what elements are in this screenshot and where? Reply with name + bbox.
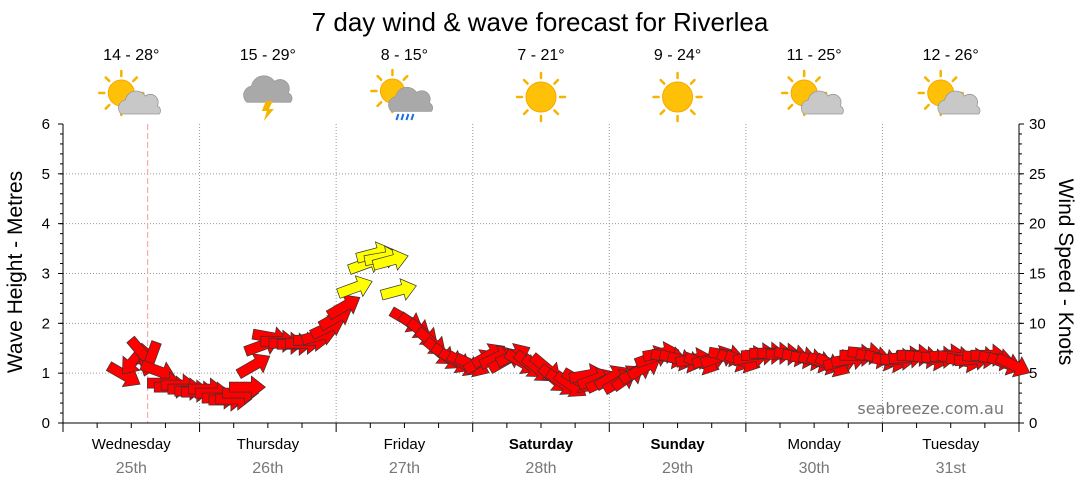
- y-left-tick-label: 1: [42, 365, 50, 382]
- day-name-label: Thursday: [237, 436, 300, 453]
- day-name-label: Saturday: [509, 436, 574, 453]
- rain-drop: [400, 113, 405, 121]
- watermark: seabreeze.com.au: [857, 399, 1004, 418]
- cloud-shape: [118, 90, 161, 115]
- y-right-tick-label: 10: [1029, 315, 1046, 332]
- sun-ray: [659, 78, 666, 85]
- axes: 0 1 2 3 4 5 6 0 5 10 15 20 25 30: [42, 116, 1046, 432]
- sun-disc: [662, 81, 694, 113]
- rain-drop: [410, 113, 415, 121]
- wind-arrows: [105, 241, 1031, 412]
- cloud-shape: [388, 86, 434, 112]
- temperature-labels: 14 - 28° 15 - 29° 8 - 15° 7 - 21° 9 - 24° 11 …: [103, 47, 979, 64]
- sun-ray: [522, 109, 529, 116]
- y-left-tick-label: 5: [42, 166, 50, 183]
- day-date-label: 31st: [936, 460, 967, 477]
- day-name-label: Sunday: [650, 436, 705, 453]
- weather-icons: [98, 68, 981, 123]
- wind-arrow: [235, 353, 271, 380]
- y-right-tick-label: 0: [1029, 415, 1037, 432]
- day-temperature-label: 11 - 25°: [787, 47, 842, 64]
- day-temperature-label: 12 - 26°: [923, 47, 979, 64]
- day-date-label: 30th: [799, 460, 830, 477]
- wind-arrow-shape: [229, 375, 266, 399]
- day-name-label: Tuesday: [922, 436, 979, 453]
- day-name-label: Friday: [384, 436, 426, 453]
- y-right-tick-label: 15: [1029, 266, 1046, 283]
- y-right-tick-label: 20: [1029, 216, 1046, 233]
- y-left-tick-label: 6: [42, 116, 50, 133]
- y-left-tick-label: 4: [42, 216, 50, 233]
- sun-ray: [522, 78, 529, 85]
- day-date-label: 27th: [389, 460, 420, 477]
- y-left-tick-label: 0: [42, 415, 50, 432]
- wind-arrow: [379, 278, 417, 301]
- wind-arrow-shape: [325, 294, 361, 321]
- y-right-tick-label: 5: [1029, 365, 1037, 382]
- sun-ray: [659, 109, 666, 116]
- sun-ray: [132, 76, 139, 83]
- wind-arrow: [325, 294, 361, 321]
- wind-arrow: [336, 275, 373, 299]
- rain-drop: [405, 113, 410, 121]
- sunny-icon: [515, 71, 567, 123]
- y-left-tick-label: 2: [42, 315, 50, 332]
- cloud-shape: [243, 75, 293, 103]
- y-axis-right-label: Wind Speed - Knots: [1054, 179, 1077, 366]
- sun-ray: [104, 103, 111, 110]
- rain-drop: [395, 113, 400, 121]
- cloud-shape: [800, 90, 844, 115]
- day-date-label: 26th: [252, 460, 283, 477]
- wind-arrow: [994, 352, 1031, 378]
- sun-ray: [402, 74, 409, 81]
- day-temperature-label: 7 - 21°: [517, 47, 564, 64]
- day-name-label: Monday: [787, 436, 841, 453]
- wind-arrow: [371, 248, 409, 271]
- day-temperature-label: 9 - 24°: [654, 47, 701, 64]
- day-temperature-label: 8 - 15°: [381, 47, 428, 64]
- day-labels: Wednesday 25th Thursday 26th Friday 27th Satur…: [92, 436, 980, 477]
- y-left-tick-label: 3: [42, 266, 50, 283]
- sun-ray: [814, 76, 821, 83]
- cloud-shape: [937, 90, 981, 115]
- sun-ray: [376, 101, 383, 108]
- wind-arrow-shape: [994, 352, 1031, 378]
- day-date-label: 28th: [525, 460, 556, 477]
- y-right-tick-label: 25: [1029, 166, 1046, 183]
- sun-disc: [525, 81, 557, 113]
- day-name-label: Wednesday: [92, 436, 171, 453]
- thunderstorm-icon: [243, 75, 293, 121]
- day-date-label: 25th: [116, 460, 147, 477]
- day-temperature-label: 15 - 29°: [240, 47, 296, 64]
- y-right-tick-label: 30: [1029, 116, 1046, 133]
- day-date-label: 29th: [662, 460, 693, 477]
- sun-ray: [787, 76, 794, 83]
- sun-ray: [787, 103, 794, 110]
- chart-title: 7 day wind & wave forecast for Riverlea: [312, 7, 769, 37]
- wind-arrow-shape: [235, 353, 271, 380]
- sun-ray: [689, 109, 696, 116]
- wind-arrow-shape: [379, 278, 417, 301]
- partly-cloudy-icon: [780, 69, 844, 117]
- wind-arrow-shape: [371, 248, 409, 271]
- sun-ray: [951, 76, 958, 83]
- day-temperature-label: 14 - 28°: [103, 47, 159, 64]
- y-axis-left-label: Wave Height - Metres: [4, 171, 27, 373]
- sun-ray: [923, 103, 930, 110]
- sun-ray: [553, 109, 560, 116]
- sun-ray: [923, 76, 930, 83]
- partly-cloudy-icon: [98, 69, 161, 117]
- sun-ray: [553, 78, 560, 85]
- wind-arrow-shape: [336, 275, 373, 299]
- showers-icon: [370, 68, 434, 121]
- sunny-icon: [652, 71, 703, 123]
- partly-cloudy-icon: [917, 69, 981, 117]
- sun-ray: [689, 78, 696, 85]
- wind-arrow: [229, 375, 266, 399]
- sun-ray: [104, 76, 111, 83]
- lightning-bolt: [261, 101, 274, 121]
- sun-ray: [376, 74, 383, 81]
